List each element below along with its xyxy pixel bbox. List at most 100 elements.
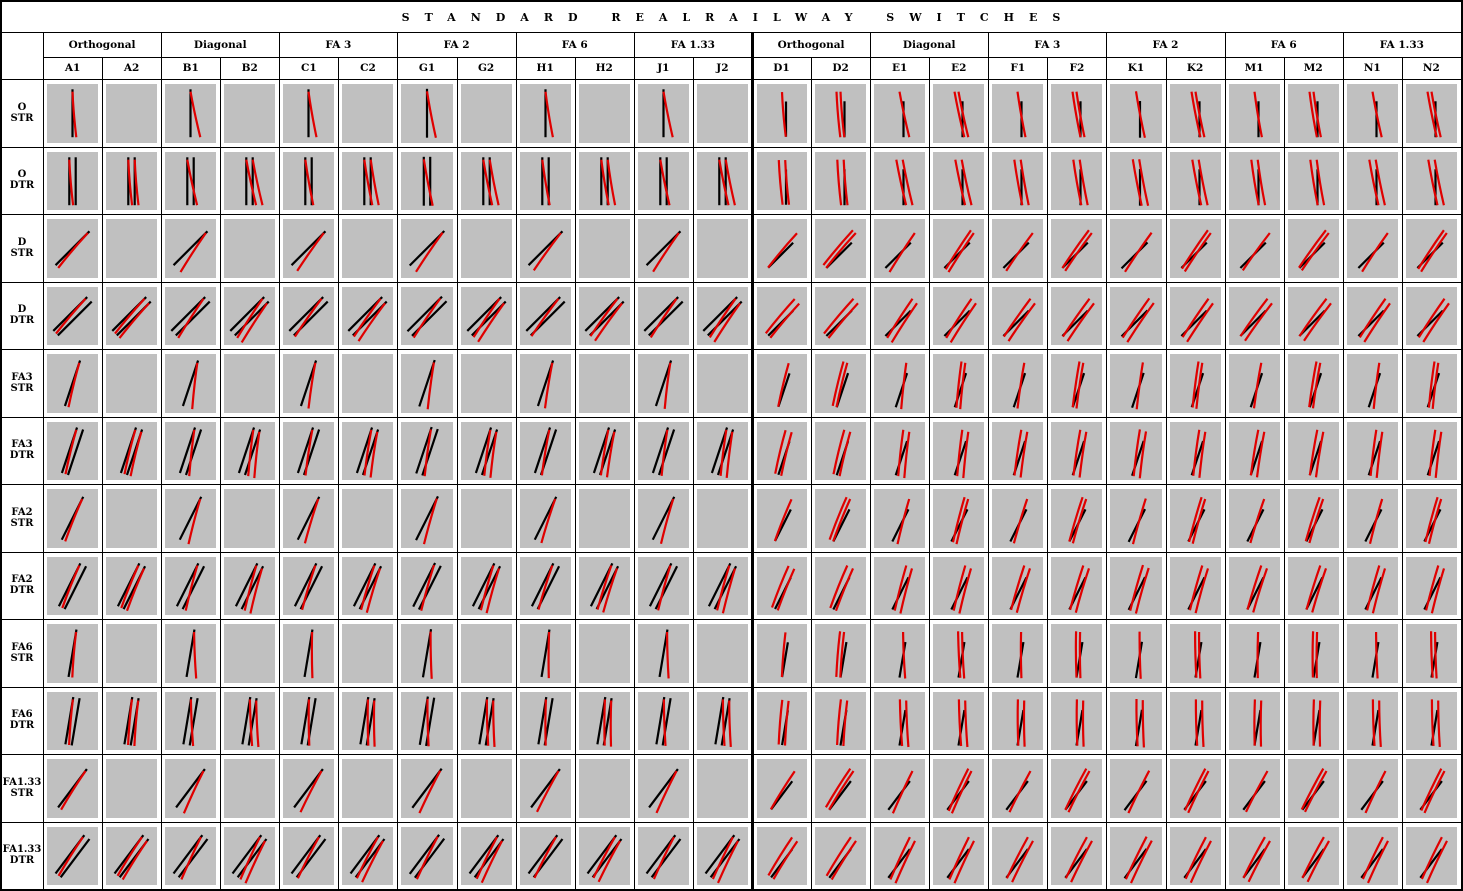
diverging-track	[1190, 91, 1202, 138]
switch-cell	[1170, 556, 1221, 615]
switch-cell	[1288, 556, 1339, 615]
switch-cell	[697, 489, 748, 548]
switch-drawing	[1427, 159, 1445, 205]
column-code: B1	[182, 62, 199, 74]
diverging-track	[1189, 839, 1212, 883]
diverging-track	[1194, 91, 1206, 138]
row-label: FA1.33 STR	[1, 754, 43, 822]
diverging-track	[1127, 770, 1151, 814]
row-label-type: D	[17, 236, 27, 248]
diverging-track	[299, 770, 323, 813]
diverging-track	[1375, 431, 1384, 478]
switch-drawing	[1002, 297, 1036, 342]
switch-drawing	[245, 156, 264, 205]
row-label: FA3 STR	[1, 349, 43, 417]
diverging-track	[540, 429, 551, 475]
switch-cell	[520, 826, 571, 885]
diverging-track	[1141, 699, 1145, 747]
diverging-track	[1314, 431, 1325, 477]
diverging-track	[477, 302, 505, 342]
diverging-track	[369, 159, 380, 205]
switch-drawing	[418, 695, 436, 746]
diverging-track	[57, 835, 84, 876]
diverging-track	[1011, 839, 1034, 883]
switch-cell	[1288, 826, 1339, 885]
diverging-track	[125, 567, 146, 611]
diverging-track	[780, 632, 787, 678]
switch-cell	[874, 219, 925, 278]
switch-drawing	[1308, 361, 1323, 409]
switch-drawing	[111, 295, 152, 339]
row-label-type: FA2	[11, 574, 33, 586]
switch-cell	[401, 219, 453, 278]
diverging-track	[1311, 567, 1328, 613]
switch-drawing	[957, 631, 966, 679]
switch-drawing	[586, 833, 623, 882]
switch-drawing	[655, 696, 672, 746]
diverging-track	[828, 496, 848, 540]
switch-drawing	[1300, 768, 1328, 813]
switch-drawing	[1005, 770, 1032, 813]
switch-cell	[1110, 759, 1162, 818]
diverging-track	[903, 431, 911, 478]
switch-cell	[1170, 286, 1221, 345]
diverging-track	[60, 770, 87, 811]
switch-cell	[992, 826, 1043, 885]
switch-drawing	[352, 562, 383, 613]
switch-drawing	[1250, 159, 1267, 205]
switch-drawing	[1364, 564, 1387, 613]
diverging-track	[1192, 429, 1201, 476]
diverging-track	[485, 567, 501, 613]
diverging-track	[418, 770, 442, 814]
switch-cell	[165, 84, 216, 143]
switch-drawing	[363, 156, 380, 205]
diverging-track	[1071, 361, 1081, 408]
diverging-track	[533, 836, 557, 878]
switch-cell	[815, 826, 866, 885]
diverging-track	[830, 839, 857, 880]
switch-cell	[1051, 286, 1102, 345]
column-code: H1	[536, 62, 554, 74]
switch-cell	[1110, 354, 1162, 413]
title-divider	[0, 32, 1463, 33]
diverging-track	[957, 631, 962, 678]
switch-drawing	[697, 354, 748, 413]
switch-cell	[1288, 286, 1339, 345]
row-label-track: STR	[10, 787, 34, 799]
switch-drawing	[943, 229, 975, 273]
row-label: O STR	[1, 79, 43, 147]
switch-cell	[815, 421, 866, 480]
switch-drawing	[1360, 770, 1387, 814]
diverging-track	[304, 159, 315, 205]
switch-drawing	[71, 89, 78, 138]
diverging-track	[180, 836, 202, 880]
switch-drawing	[1311, 631, 1321, 679]
diverging-track	[1366, 564, 1381, 611]
switch-cell	[638, 826, 689, 885]
row-divider	[0, 551, 1463, 553]
straight-track	[953, 440, 968, 476]
switch-drawing	[468, 833, 505, 883]
switch-drawing	[579, 489, 630, 548]
switch-drawing	[541, 156, 551, 205]
switch-cell	[1288, 421, 1339, 480]
switch-cell	[224, 421, 275, 480]
straight-track	[943, 309, 971, 337]
diverging-track	[780, 431, 793, 476]
diverging-track	[1424, 496, 1439, 543]
switch-drawing	[1305, 564, 1328, 613]
switch-drawing	[777, 159, 791, 205]
diverging-track	[951, 496, 966, 543]
diverging-track	[1081, 699, 1085, 747]
diverging-track	[947, 232, 975, 273]
diverging-track	[1191, 159, 1203, 205]
diverging-track	[423, 428, 432, 476]
switch-cell	[106, 759, 157, 818]
switch-drawing	[408, 833, 446, 880]
switch-drawing	[714, 696, 732, 747]
column-code: H2	[595, 62, 613, 74]
switch-drawing	[1071, 91, 1086, 138]
switch-cell	[520, 489, 571, 548]
diverging-track	[823, 297, 855, 334]
diverging-track	[828, 770, 855, 811]
